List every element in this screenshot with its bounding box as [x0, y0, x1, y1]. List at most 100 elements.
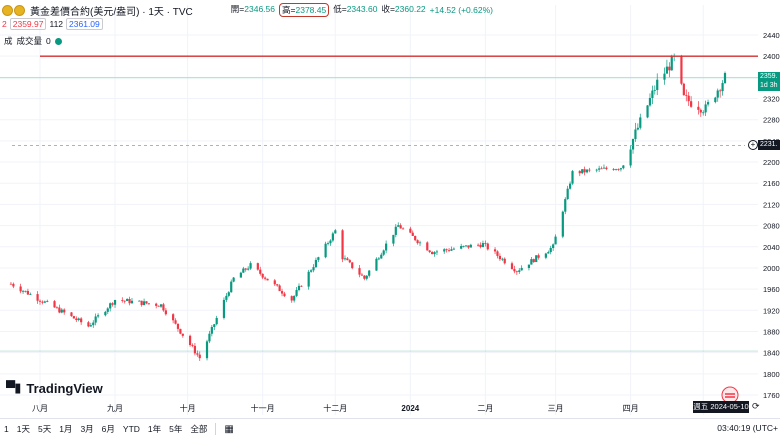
candle-body: [399, 225, 402, 229]
candle-body: [172, 314, 175, 321]
candle-body: [176, 323, 180, 329]
x-tick-label: 四月: [623, 404, 639, 413]
candle-body: [530, 259, 533, 265]
volume-label-short: 成: [4, 36, 13, 46]
buy-button[interactable]: 2361.09: [66, 18, 103, 30]
candle-body: [648, 97, 652, 106]
candle-body: [549, 248, 552, 253]
candle-body: [409, 228, 412, 233]
candle-body: [75, 318, 78, 321]
candle-body: [365, 275, 368, 279]
candle-body: [242, 268, 245, 273]
sell-button[interactable]: 2359.97: [9, 18, 47, 30]
y-tick-label: 1800: [763, 370, 780, 379]
candle-body: [585, 169, 589, 173]
gold-coin-icon: [2, 4, 13, 16]
candle-body: [578, 171, 581, 174]
candle-body: [568, 183, 572, 189]
candle-body: [394, 226, 397, 235]
logo-text: TradingView: [26, 380, 103, 396]
candle-body: [595, 169, 598, 171]
candle-body: [588, 169, 591, 171]
y-tick-label: 1760: [763, 391, 780, 400]
candle-body: [690, 101, 693, 107]
candle-body: [687, 95, 690, 102]
x-tick-label: 十月: [180, 403, 196, 413]
candle-body: [280, 291, 284, 294]
candle-body: [501, 258, 504, 260]
candle-body: [164, 310, 167, 315]
candle-body: [188, 335, 192, 346]
candle-body: [312, 267, 315, 271]
candle-body: [77, 318, 80, 321]
tradingview-logo[interactable]: ▀▮ TradingView: [6, 380, 103, 396]
candle-body: [392, 234, 395, 244]
volume-profile-icon[interactable]: [721, 386, 739, 404]
symbol-title[interactable]: 黃金差價合約(美元/盎司) · 1天 · TVC: [30, 6, 193, 18]
time-axis[interactable]: 八月九月十月十一月十二月2024二月三月四月五月: [32, 403, 711, 413]
range-all[interactable]: 全部: [190, 424, 208, 434]
range-1-day[interactable]: 1天: [16, 424, 30, 434]
candle-body: [147, 303, 151, 305]
y-tick-label: 2080: [763, 222, 780, 231]
candle-body: [94, 316, 97, 323]
clock[interactable]: 03:40:19 (UTC+: [717, 423, 778, 433]
candle-body: [646, 105, 649, 118]
candle-body: [656, 79, 659, 90]
range-6-month[interactable]: 6月: [101, 424, 115, 434]
y-tick-label: 2120: [763, 200, 780, 209]
candle-body: [329, 240, 332, 244]
candle-body: [631, 138, 635, 150]
candle-body: [283, 293, 286, 297]
legend: 黃金差價合約(美元/盎司) · 1天 · TVC 開=2346.56 高=237…: [0, 0, 760, 60]
range-1-month[interactable]: 1月: [59, 424, 73, 434]
y-tick-label: 1960: [763, 285, 780, 294]
candle-body: [46, 301, 49, 302]
candle-body: [225, 295, 228, 300]
candle-body: [518, 270, 521, 272]
candle-body: [496, 251, 499, 256]
candle-body: [464, 245, 468, 247]
calendar-icon[interactable]: ▦: [224, 423, 234, 435]
candle-body: [716, 90, 719, 98]
candle-body: [111, 303, 114, 305]
range-1-year[interactable]: 1年: [147, 424, 162, 434]
candle-body: [619, 168, 623, 170]
range-5-year[interactable]: 5年: [169, 424, 183, 434]
candle-body: [358, 268, 361, 275]
candle-body: [561, 211, 564, 237]
candle-body: [314, 259, 318, 268]
volume-value: 0: [46, 36, 51, 46]
range-1d[interactable]: 1: [4, 424, 9, 434]
candle-body: [380, 254, 383, 259]
volume-label[interactable]: 成交量: [16, 36, 43, 46]
crosshair-date-tag: 週五 2024-05-10: [693, 401, 749, 413]
range-ytd[interactable]: YTD: [122, 424, 140, 434]
candle-body: [452, 248, 456, 250]
tv-logo-icon: ▀▮: [6, 380, 21, 395]
candle-body: [598, 168, 601, 170]
candle-body: [162, 304, 165, 311]
quantity[interactable]: 2: [2, 19, 7, 29]
candle-body: [411, 232, 414, 236]
candle-body: [300, 285, 303, 287]
candle-body: [564, 199, 567, 212]
candle-body: [493, 249, 497, 252]
range-5-day[interactable]: 5天: [37, 424, 52, 434]
candle-body: [651, 90, 654, 98]
candle-body: [317, 257, 320, 260]
candle-body: [460, 246, 463, 249]
status-dot-icon: [54, 37, 62, 45]
time-zone-icon[interactable]: ⟳: [752, 401, 760, 411]
candle-body: [293, 295, 296, 301]
candle-body: [435, 251, 439, 253]
candle-body: [479, 244, 482, 248]
y-tick-label: 1880: [763, 327, 780, 336]
candle-body: [360, 274, 364, 276]
add-alert-icon[interactable]: +: [748, 140, 758, 150]
candle-body: [244, 268, 247, 270]
candle-body: [617, 169, 620, 171]
candle-body: [445, 249, 448, 251]
range-3-month[interactable]: 3月: [80, 424, 94, 434]
